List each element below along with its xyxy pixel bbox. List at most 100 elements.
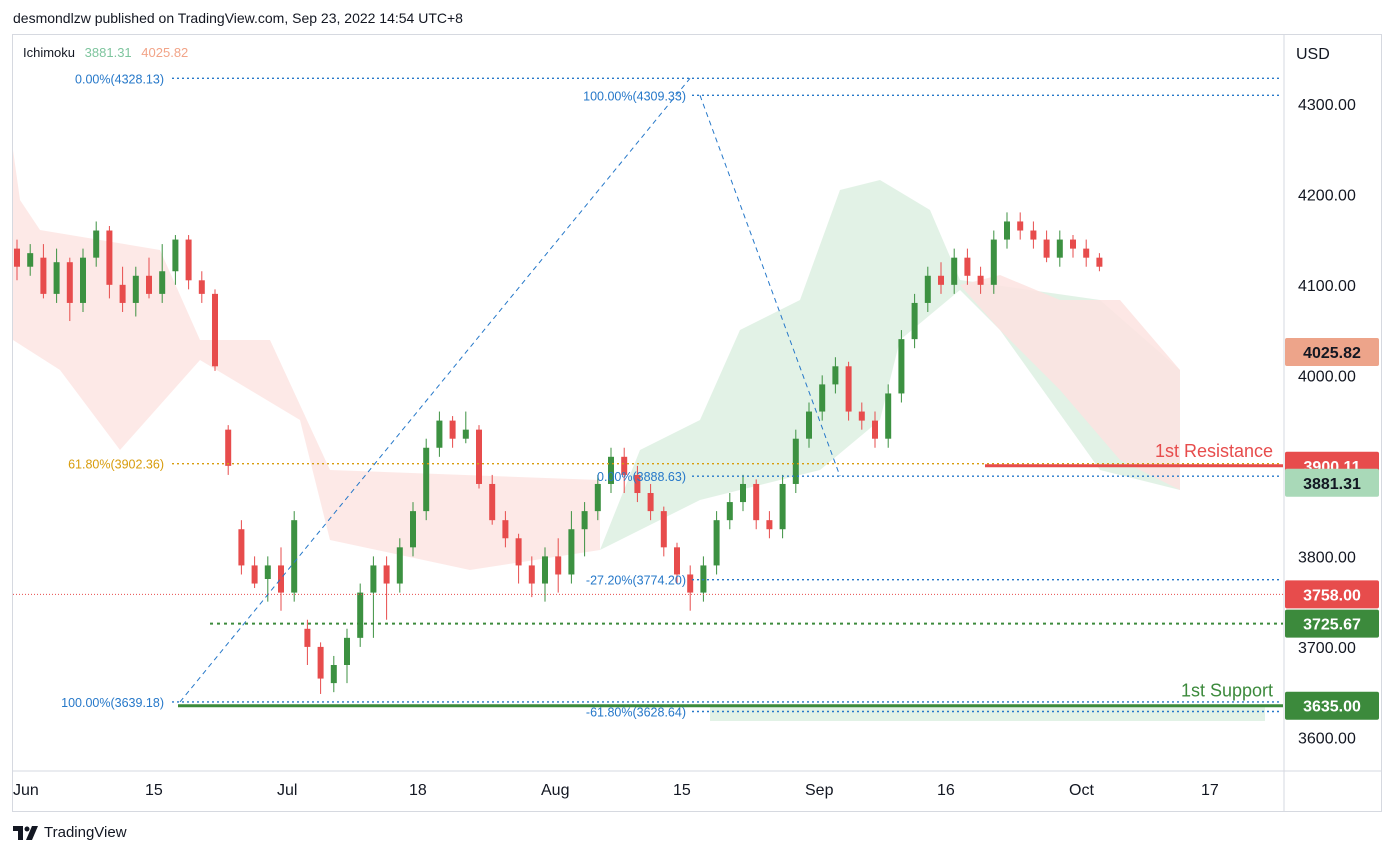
candle-body[interactable] <box>330 665 337 684</box>
candle-body[interactable] <box>594 483 601 512</box>
candle-body[interactable] <box>172 239 179 272</box>
candle-body[interactable] <box>1030 230 1037 240</box>
candle-body[interactable] <box>726 502 733 521</box>
fib-level-label: 61.80%(3902.36) <box>68 458 164 472</box>
candle-body[interactable] <box>185 239 192 281</box>
candle-body[interactable] <box>911 302 918 340</box>
candle-body[interactable] <box>370 565 377 593</box>
candle-body[interactable] <box>106 230 113 285</box>
x-tick-label: Aug <box>541 782 569 799</box>
candle-body[interactable] <box>344 637 350 665</box>
candle-body[interactable] <box>1017 221 1024 231</box>
fib-level-label: -27.20%(3774.20) <box>586 574 686 588</box>
candle-body[interactable] <box>423 447 430 512</box>
candle-body[interactable] <box>212 293 218 367</box>
candle-body[interactable] <box>924 275 931 303</box>
candle-body[interactable] <box>502 520 509 539</box>
candle-body[interactable] <box>449 420 456 439</box>
candle-body[interactable] <box>40 257 47 294</box>
candle-body[interactable] <box>1083 248 1090 258</box>
axes: USD 4300.00 4200.00 4100.00 4000.00 3800.00 37… <box>13 35 1381 812</box>
candle-body[interactable] <box>132 275 139 303</box>
indicator-legend[interactable]: Ichimoku 3881.31 4025.82 <box>23 45 188 60</box>
candle-body[interactable] <box>568 529 575 575</box>
candle-body[interactable] <box>1004 221 1010 240</box>
candle-body[interactable] <box>779 483 786 530</box>
candle-body[interactable] <box>885 393 892 439</box>
candle-body[interactable] <box>858 411 865 421</box>
candle-body[interactable] <box>687 574 694 593</box>
candle-body[interactable] <box>674 547 680 575</box>
footer-brand[interactable]: TradingView <box>13 824 127 841</box>
support-zone-shade <box>710 705 1265 721</box>
x-tick-label: 15 <box>145 782 163 799</box>
indicator-name[interactable]: Ichimoku <box>23 45 76 60</box>
candle-body[interactable] <box>1096 257 1103 267</box>
candle-body[interactable] <box>555 556 562 575</box>
candle-body[interactable] <box>740 483 746 503</box>
candle-body[interactable] <box>264 565 271 580</box>
intermediate-support-badge <box>1285 609 1379 638</box>
candle-body[interactable] <box>93 230 100 258</box>
candle-body[interactable] <box>119 284 126 303</box>
candle-body[interactable] <box>278 565 284 593</box>
kijun-price-badge <box>1285 468 1379 497</box>
candle-body[interactable] <box>700 565 707 593</box>
fib-ext-trend-line <box>699 95 841 477</box>
candle-body[interactable] <box>1043 239 1050 258</box>
candle-body[interactable] <box>66 262 73 303</box>
candle-body[interactable] <box>872 420 878 439</box>
candle-body[interactable] <box>608 456 614 484</box>
candle-body[interactable] <box>304 628 311 647</box>
candle-body[interactable] <box>238 529 245 566</box>
candle-body[interactable] <box>528 565 535 584</box>
candle-body[interactable] <box>146 275 152 294</box>
candle-body[interactable] <box>845 366 852 412</box>
candle-body[interactable] <box>476 429 482 484</box>
fib-level-label: 100.00%(3639.18) <box>61 696 164 710</box>
candle-body[interactable] <box>489 483 496 521</box>
candle-body[interactable] <box>159 271 166 294</box>
candlesticks[interactable] <box>14 212 1103 694</box>
candle-body[interactable] <box>951 257 958 285</box>
candle-body[interactable] <box>462 429 469 439</box>
candle-body[interactable] <box>647 493 654 512</box>
candle-body[interactable] <box>436 420 443 448</box>
candle-body[interactable] <box>291 520 298 593</box>
candle-body[interactable] <box>581 511 588 530</box>
candle-body[interactable] <box>317 646 324 679</box>
candle-body[interactable] <box>357 592 364 638</box>
candle-body[interactable] <box>832 366 839 385</box>
candle-body[interactable] <box>251 565 258 584</box>
candle-body[interactable] <box>964 257 971 276</box>
last-price-badge <box>1285 580 1379 609</box>
candle-body[interactable] <box>542 556 548 584</box>
candle-body[interactable] <box>80 257 86 303</box>
candle-body[interactable] <box>806 411 812 439</box>
candle-body[interactable] <box>713 520 720 566</box>
candle-body[interactable] <box>977 275 984 285</box>
candle-body[interactable] <box>660 511 667 548</box>
candle-body[interactable] <box>27 253 34 267</box>
candle-body[interactable] <box>990 239 997 285</box>
candle-body[interactable] <box>621 456 628 475</box>
candle-body[interactable] <box>766 520 773 530</box>
candle-body[interactable] <box>515 538 522 566</box>
candle-body[interactable] <box>225 429 232 466</box>
candle-body[interactable] <box>792 438 799 484</box>
candle-body[interactable] <box>198 280 205 294</box>
candle-body[interactable] <box>1056 239 1063 258</box>
price-levels: 0.00%(4328.13) 61.80%(3902.36) 100.00%(363… <box>13 72 1379 720</box>
candle-body[interactable] <box>396 547 403 584</box>
candle-body[interactable] <box>14 248 20 267</box>
candle-body[interactable] <box>753 483 760 521</box>
candle-body[interactable] <box>53 262 60 294</box>
candle-body[interactable] <box>1070 239 1076 249</box>
candle-body[interactable] <box>938 275 944 285</box>
candle-body[interactable] <box>383 565 390 584</box>
candle-body[interactable] <box>898 339 905 394</box>
candle-body[interactable] <box>819 384 826 412</box>
candle-body[interactable] <box>634 474 641 494</box>
candle-body[interactable] <box>410 511 416 548</box>
